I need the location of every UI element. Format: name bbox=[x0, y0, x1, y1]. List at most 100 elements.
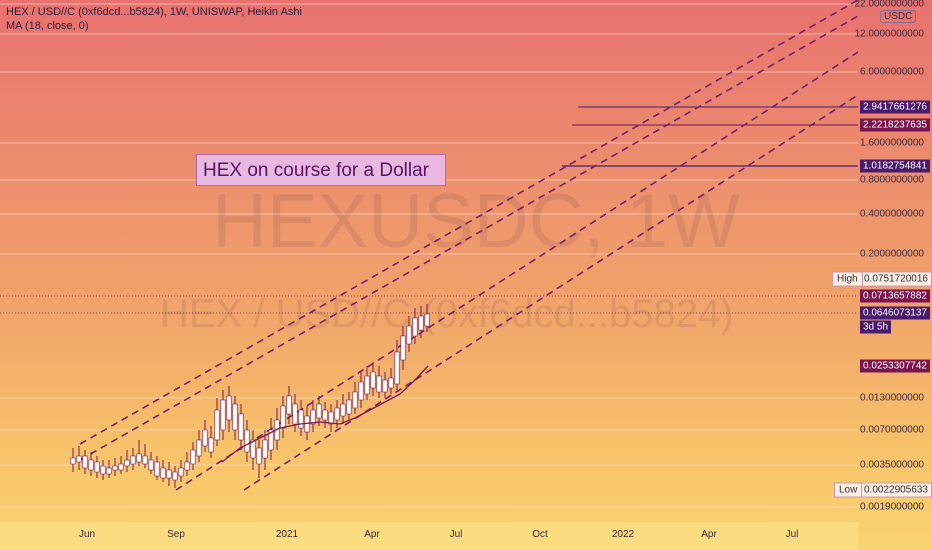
candle-body bbox=[400, 335, 406, 361]
channel-line bbox=[175, 51, 858, 491]
price-tick: 12.0000000000 bbox=[854, 28, 924, 40]
candle-body bbox=[412, 317, 418, 337]
symbol-title[interactable]: HEX / USD//C (0xf6dcd...b5824), 1W, UNIS… bbox=[6, 6, 302, 18]
price-tick: 0.8000000000 bbox=[860, 174, 924, 186]
time-tick: Jul bbox=[785, 529, 799, 540]
candle-body bbox=[394, 351, 400, 385]
time-tick: Sep bbox=[167, 529, 185, 540]
candle-body bbox=[328, 411, 334, 425]
candle-body bbox=[346, 399, 352, 415]
price-level-tag[interactable]: 2.2218237635 bbox=[860, 118, 930, 132]
candle-body bbox=[232, 403, 238, 431]
candle-body bbox=[298, 409, 304, 429]
candle-body bbox=[142, 455, 148, 465]
candle-body bbox=[178, 467, 184, 477]
candle-body bbox=[154, 461, 160, 477]
candle-body bbox=[226, 395, 232, 421]
time-tick: Jul bbox=[449, 529, 463, 540]
bar-countdown: 3d 5h bbox=[860, 320, 892, 334]
candle-body bbox=[424, 313, 430, 327]
time-tick: Apr bbox=[364, 529, 380, 540]
candle-body bbox=[130, 455, 136, 465]
price-tick: 0.0035000000 bbox=[860, 459, 924, 471]
candle-body bbox=[364, 375, 370, 395]
candle-body bbox=[76, 455, 82, 463]
candle-body bbox=[82, 455, 88, 469]
price-level-tag[interactable]: 1.0182754841 bbox=[860, 159, 930, 173]
channel-line bbox=[79, 15, 858, 461]
candle-body bbox=[238, 413, 244, 441]
price-tick: 1.6000000000 bbox=[860, 137, 924, 149]
time-axis[interactable]: Jun Sep 2021 Apr Jul Oct 2022 Apr Jul bbox=[0, 522, 858, 550]
candle-body bbox=[220, 399, 226, 431]
candle-body bbox=[196, 439, 202, 457]
last-price-tag: 0.0646073137 bbox=[860, 306, 930, 320]
time-tick: 2021 bbox=[275, 529, 299, 540]
candle-body bbox=[166, 469, 172, 479]
time-tick: Jun bbox=[78, 529, 96, 540]
price-level-tag[interactable]: 2.9417661276 bbox=[860, 100, 930, 114]
candle-body bbox=[358, 381, 364, 401]
price-plot[interactable] bbox=[0, 0, 858, 522]
candle-body bbox=[148, 459, 154, 471]
time-tick: Oct bbox=[532, 529, 548, 540]
high-price-tag: 0.0751720016 bbox=[860, 271, 932, 287]
candle-body bbox=[268, 429, 274, 451]
candle-body bbox=[280, 405, 286, 429]
candle-body bbox=[286, 395, 292, 415]
candle-body bbox=[136, 453, 142, 463]
price-tick: 0.2000000000 bbox=[860, 248, 924, 260]
candle-body bbox=[250, 439, 256, 459]
candle-body bbox=[190, 449, 196, 465]
candle-body bbox=[112, 465, 118, 471]
candle-body bbox=[418, 315, 424, 331]
candle-body bbox=[208, 437, 214, 453]
candle-body bbox=[214, 409, 220, 441]
candle-body bbox=[316, 403, 322, 419]
trend-channel-lines[interactable] bbox=[79, 0, 858, 491]
candle-body bbox=[310, 409, 316, 425]
price-tick: 0.0130000000 bbox=[860, 392, 924, 404]
candle-body bbox=[118, 463, 124, 471]
candle-body bbox=[376, 375, 382, 393]
ma-value-tag: 0.0253307742 bbox=[860, 359, 930, 373]
candle-body bbox=[202, 429, 208, 447]
candle-body bbox=[100, 465, 106, 475]
low-label: Low bbox=[834, 482, 863, 498]
price-level-tag: 0.0713657882 bbox=[860, 289, 930, 303]
text-annotation[interactable]: HEX on course for a Dollar bbox=[196, 154, 446, 186]
candle-body bbox=[322, 409, 328, 421]
candle-body bbox=[382, 379, 388, 393]
candle-body bbox=[340, 403, 346, 417]
candle-body bbox=[406, 325, 412, 345]
price-tick: 0.0070000000 bbox=[860, 424, 924, 436]
channel-line bbox=[243, 94, 858, 491]
candle-body bbox=[352, 391, 358, 409]
price-tick: 22.0000000000 bbox=[854, 0, 924, 10]
channel-line bbox=[79, 0, 858, 445]
candle-body bbox=[88, 459, 94, 471]
price-tick: 6.0000000000 bbox=[860, 66, 924, 78]
candle-body bbox=[70, 457, 76, 465]
candle-body bbox=[106, 467, 112, 475]
candle-body bbox=[292, 403, 298, 425]
candle-body bbox=[184, 461, 190, 471]
price-tick: 0.4000000000 bbox=[860, 208, 924, 220]
candle-body bbox=[160, 467, 166, 479]
indicator-legend[interactable]: MA (18, close, 0) bbox=[6, 20, 89, 32]
candlestick-series bbox=[70, 304, 430, 488]
currency-badge[interactable]: USDC bbox=[880, 10, 917, 23]
candle-body bbox=[244, 429, 250, 453]
candle-body bbox=[370, 371, 376, 389]
price-axis[interactable]: 22.0000000000 12.0000000000 6.0000000000… bbox=[854, 0, 932, 522]
candle-body bbox=[172, 471, 178, 481]
horizontal-level-lines bbox=[0, 106, 858, 314]
candle-body bbox=[262, 439, 268, 459]
candle-body bbox=[124, 459, 130, 467]
candle-body bbox=[388, 377, 394, 389]
time-tick: 2022 bbox=[611, 529, 635, 540]
horizontal-grid-lines bbox=[0, 3, 858, 508]
price-tick: 0.0019000000 bbox=[860, 501, 924, 513]
candle-body bbox=[256, 447, 262, 465]
